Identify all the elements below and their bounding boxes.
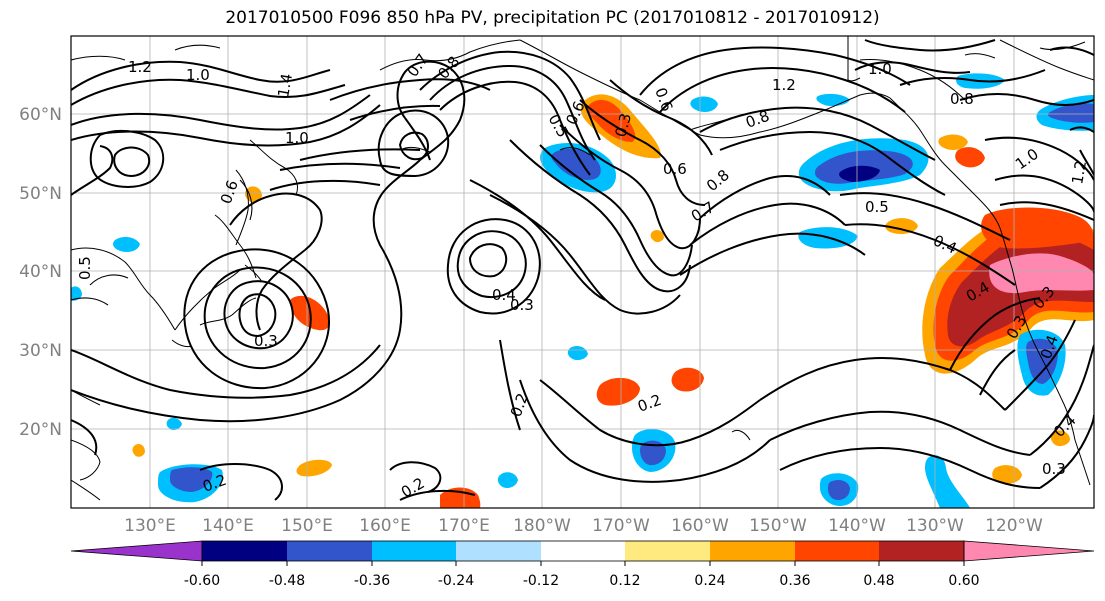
precip-positive-area [596,377,640,406]
lon-label: 170°E [438,516,490,536]
precip-positive-area [992,465,1022,484]
precip-negative-area [690,96,718,112]
colorbar-segment-1 [202,541,287,561]
pv-contours [71,39,1094,501]
lon-label: 150°E [281,516,333,536]
precip-negative-area [1047,103,1094,123]
contour-label: 0.8 [950,90,974,108]
colorbar-segment-0 [70,540,203,562]
precip-negative-area [567,346,588,361]
colorbar-frame [201,540,965,562]
lon-label: 180°W [513,516,571,536]
contour-label: 1.2 [772,76,796,94]
contour-label: 1.0 [285,129,309,147]
precip-negative-area [497,472,518,488]
contour-label: 0.3 [611,111,635,139]
colorbar-segment-10 [963,540,1095,562]
contour-label: 1.2 [128,58,152,76]
colorbar-tick-label: 0.24 [694,573,725,589]
colorbar-segment-5 [541,541,625,561]
map-title: 2017010500 F096 850 hPa PV, precipitatio… [225,8,880,28]
lat-label: 30°N [19,341,62,361]
colorbar-tick-label: 0.36 [779,573,810,589]
precip-positive-area [671,367,704,392]
precip-positive-area [650,230,664,243]
colorbar-tick-label: -0.12 [523,573,559,589]
colorbar-segment-2 [287,541,372,561]
precip-negative-area [170,467,213,492]
colorbar-tick-label: 0.12 [609,573,640,589]
lat-label: 40°N [19,262,62,282]
lon-label: 150°W [749,516,807,536]
precip-positive-area [981,207,1094,249]
contour-label: 1.0 [868,60,892,78]
colorbar-segment-7 [710,541,795,561]
lat-label: 60°N [19,105,62,125]
lon-label: 160°E [359,516,411,536]
contour-label: 1.2 [1068,159,1090,186]
graticule [71,36,1094,508]
contour-label: 0.6 [663,160,687,178]
colorbar-segment-6 [625,541,710,561]
lon-label: 140°E [202,516,254,536]
lon-label: 170°W [592,516,650,536]
colorbar-ticks [201,561,965,566]
colorbar-segment-9 [879,541,964,561]
precip-positive-area [440,487,481,508]
contour-label: 0.4 [492,286,516,304]
precip-positive-area [296,459,332,477]
precip-negative-area [828,480,850,500]
colorbar-segment-4 [456,541,541,561]
colorbar-tick-label: 0.60 [948,573,979,589]
precip-positive-area [245,186,262,203]
map-frame [70,35,1095,509]
colorbar: -0.60 -0.48 -0.36 -0.24 -0.12 0.12 0.24 … [70,540,1095,589]
pv-contours-thin [71,44,253,306]
precip-positive-area [132,444,145,457]
lon-label: 160°W [671,516,729,536]
precip-negative-area [839,165,880,182]
contour-label: 0.3 [510,296,534,314]
precip-negative-area [640,440,666,466]
precip-negative-area [113,236,140,252]
colorbar-tick-label: -0.60 [184,573,220,589]
contour-label: 0.5 [76,256,94,280]
lon-label: 130°W [906,516,964,536]
precip-negative-area [71,286,82,301]
precip-positive-area [885,218,918,234]
longitude-axis: 130°E 140°E 150°E 160°E 170°E 180°W 170°… [124,516,1043,536]
lon-label: 120°W [985,516,1043,536]
precip-negative-area [925,455,970,508]
lon-label: 140°W [828,516,886,536]
lon-label: 130°E [124,516,176,536]
precip-negative-area [166,417,182,431]
latitude-axis: 60°N 50°N 40°N 30°N 20°N [19,105,62,440]
colorbar-tick-label: -0.24 [438,573,474,589]
lat-label: 20°N [19,420,62,440]
colorbar-tick-label: -0.48 [269,573,305,589]
colorbar-tick-label: 0.48 [863,573,894,589]
lat-label: 50°N [19,184,62,204]
colorbar-segment-8 [795,541,879,561]
precip-positive-area [938,134,968,150]
contour-label: 1.4 [274,72,296,99]
contour-label: 0.3 [1042,460,1066,478]
contour-label: 0.3 [254,332,278,350]
contour-label: 0.5 [865,198,889,216]
precip-positive-area [955,147,985,168]
colorbar-tick-label: -0.36 [354,573,390,589]
contour-label: 1.0 [186,66,210,84]
colorbar-segment-3 [372,541,456,561]
precip-positive-area [1050,430,1070,447]
